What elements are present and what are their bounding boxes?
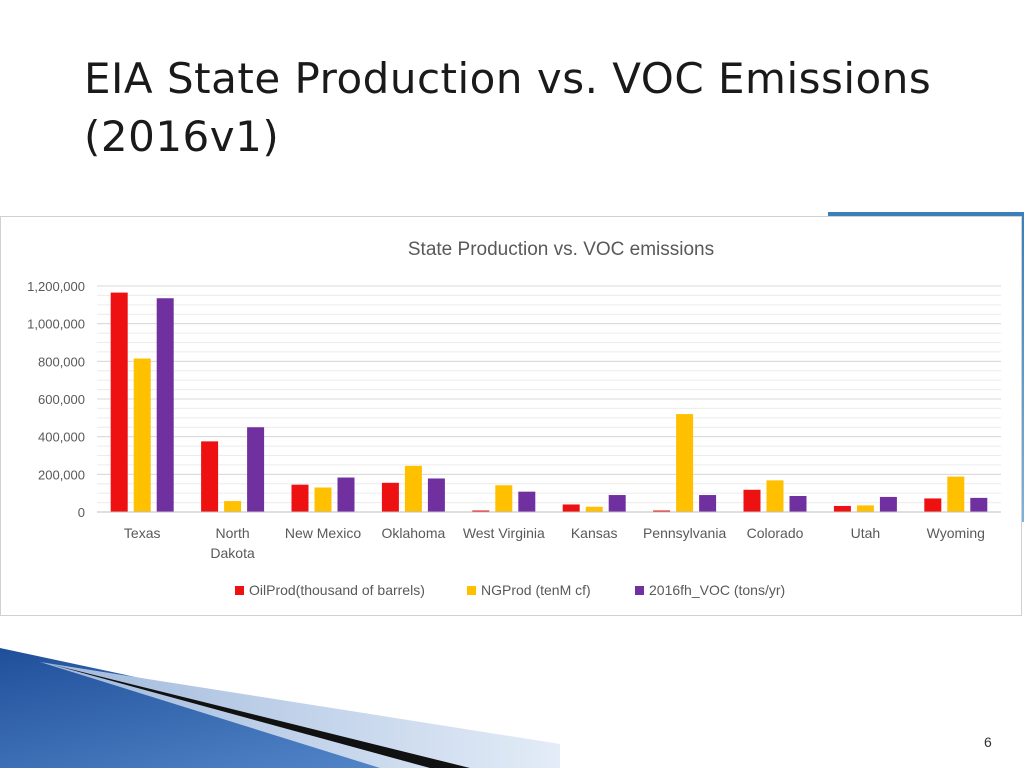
y-tick-label: 1,000,000 [27,317,85,332]
x-tick-label: Utah [851,525,881,541]
bar-oil-west-virginia [472,510,490,512]
slide-title-line1: EIA State Production vs. VOC Emissions [84,54,932,103]
legend-swatch-voc [635,586,644,595]
legend-label-oil: OilProd(thousand of barrels) [249,582,425,598]
bar-voc-west-virginia [518,491,536,512]
bar-voc-kansas [608,495,626,512]
bar-voc-new-mexico [337,477,355,512]
bar-ng-wyoming [947,476,965,512]
x-tick-label: Oklahoma [381,525,445,541]
bar-ng-texas [133,358,151,512]
bar-ng-west-virginia [495,485,513,512]
bar-voc-utah [879,496,897,512]
y-tick-label: 200,000 [38,467,85,482]
bar-oil-texas [110,292,128,512]
legend-swatch-oil [235,586,244,595]
slide-title: EIA State Production vs. VOC Emissions (… [84,50,984,166]
y-tick-label: 400,000 [38,430,85,445]
legend-swatch-ng [467,586,476,595]
x-tick-label: Texas [124,525,161,541]
legend-label-voc: 2016fh_VOC (tons/yr) [649,582,785,598]
y-tick-label: 600,000 [38,392,85,407]
bar-ng-utah [856,505,874,512]
legend-label-ng: NGProd (tenM cf) [481,582,591,598]
y-tick-label: 0 [78,505,85,520]
x-tick-label: Wyoming [927,525,985,541]
bar-ng-pennsylvania [676,414,694,512]
bar-oil-oklahoma [381,482,399,512]
bar-ng-new-mexico [314,487,332,512]
y-tick-label: 1,200,000 [27,279,85,294]
chart: State Production vs. VOC emissions 0 200,0… [27,239,1001,598]
bar-voc-texas [156,298,174,512]
y-tick-label: 800,000 [38,354,85,369]
bar-ng-kansas [585,506,603,512]
bar-voc-wyoming [970,497,988,512]
x-tick-label: Dakota [210,545,255,561]
x-tick-label: Kansas [571,525,618,541]
x-tick-label: Colorado [747,525,804,541]
x-tick-label: North [215,525,249,541]
x-tick-label: West Virginia [463,525,545,541]
bar-oil-north-dakota [201,441,219,512]
bar-oil-utah [833,505,851,512]
chart-title: State Production vs. VOC emissions [408,239,714,260]
bar-voc-north-dakota [247,427,265,512]
bar-ng-oklahoma [404,465,422,512]
bar-ng-colorado [766,480,784,512]
bar-oil-new-mexico [291,484,309,512]
bar-oil-colorado [743,489,761,512]
bar-voc-pennsylvania [699,495,717,512]
decorative-swoosh [0,648,560,768]
bar-voc-colorado [789,495,807,512]
bar-oil-wyoming [924,498,942,512]
page-number: 6 [984,734,992,750]
bar-oil-kansas [562,504,580,512]
slide-title-line2: (2016v1) [84,112,280,161]
chart-panel: State Production vs. VOC emissions 0 200,0… [0,216,1022,616]
x-tick-label: Pennsylvania [643,525,726,541]
bar-voc-oklahoma [427,478,445,512]
bar-ng-north-dakota [224,501,242,512]
x-tick-label: New Mexico [285,525,361,541]
bar-oil-pennsylvania [653,510,671,512]
